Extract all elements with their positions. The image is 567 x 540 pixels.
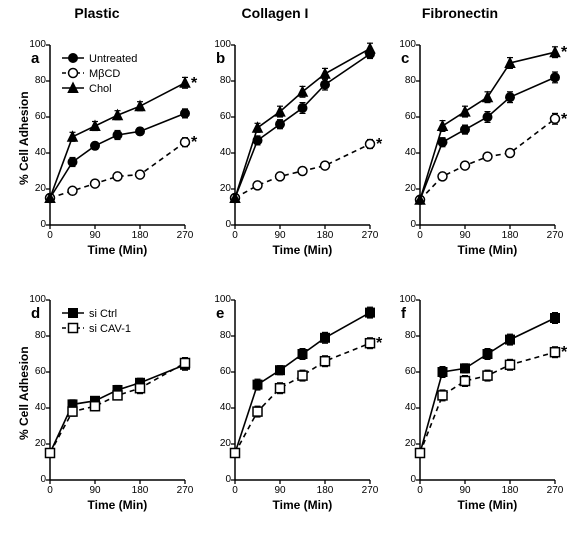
svg-text:si Ctrl: si Ctrl	[89, 308, 117, 320]
svg-text:*: *	[191, 134, 198, 151]
y-tick-label: 40	[213, 147, 231, 158]
panel-letter: e	[216, 305, 224, 322]
panel-letter: d	[31, 305, 40, 322]
y-tick-label: 40	[213, 402, 231, 413]
y-tick-label: 100	[28, 39, 46, 50]
y-tick-label: 80	[213, 75, 231, 86]
y-tick-label: 40	[28, 402, 46, 413]
svg-text:*: *	[376, 335, 383, 352]
panel-letter: b	[216, 50, 225, 67]
x-tick-label: 180	[315, 485, 335, 496]
y-tick-label: 100	[398, 39, 416, 50]
y-tick-label: 20	[213, 438, 231, 449]
chart-panel-e: *	[235, 300, 370, 480]
x-tick-label: 270	[545, 485, 565, 496]
panel-letter: f	[401, 305, 406, 322]
column-header: Fibronectin	[410, 5, 510, 21]
x-tick-label: 270	[175, 230, 195, 241]
y-tick-label: 0	[213, 474, 231, 485]
svg-text:*: *	[561, 44, 567, 61]
x-tick-label: 180	[130, 485, 150, 496]
y-tick-label: 0	[398, 474, 416, 485]
y-tick-label: 40	[398, 147, 416, 158]
y-tick-label: 0	[398, 219, 416, 230]
y-tick-label: 100	[213, 294, 231, 305]
x-axis-label: Time (Min)	[458, 498, 518, 512]
y-tick-label: 80	[398, 75, 416, 86]
svg-text:Chol: Chol	[89, 83, 112, 95]
x-tick-label: 90	[270, 485, 290, 496]
y-tick-label: 20	[28, 183, 46, 194]
y-tick-label: 60	[28, 366, 46, 377]
y-tick-label: 0	[28, 219, 46, 230]
y-tick-label: 0	[28, 474, 46, 485]
x-axis-label: Time (Min)	[458, 243, 518, 257]
panel-letter: c	[401, 50, 409, 67]
x-tick-label: 0	[225, 230, 245, 241]
column-header: Plastic	[47, 5, 147, 21]
x-tick-label: 90	[85, 485, 105, 496]
x-tick-label: 180	[500, 485, 520, 496]
chart-panel-a: **UntreatedMβCDChol	[50, 45, 185, 225]
chart-panel-d: si Ctrl si CAV-1	[50, 300, 185, 480]
x-axis-label: Time (Min)	[88, 243, 148, 257]
y-axis-label: % Cell Adhesion	[17, 91, 31, 185]
x-axis-label: Time (Min)	[273, 498, 333, 512]
x-tick-label: 0	[225, 485, 245, 496]
x-tick-label: 270	[360, 230, 380, 241]
y-tick-label: 40	[398, 402, 416, 413]
x-tick-label: 90	[270, 230, 290, 241]
x-axis-label: Time (Min)	[88, 498, 148, 512]
svg-text:MβCD: MβCD	[89, 68, 120, 80]
y-tick-label: 60	[213, 111, 231, 122]
x-tick-label: 270	[175, 485, 195, 496]
x-tick-label: 270	[545, 230, 565, 241]
y-tick-label: 80	[28, 75, 46, 86]
y-tick-label: 20	[28, 438, 46, 449]
x-tick-label: 180	[315, 230, 335, 241]
svg-text:*: *	[561, 344, 567, 361]
y-tick-label: 40	[28, 147, 46, 158]
x-tick-label: 0	[410, 485, 430, 496]
x-tick-label: 0	[40, 230, 60, 241]
figure: Plastic Collagen I Fibronectin a % Cell Adhe…	[0, 0, 567, 540]
column-header: Collagen I	[225, 5, 325, 21]
y-tick-label: 80	[213, 330, 231, 341]
y-tick-label: 20	[398, 183, 416, 194]
svg-text:Untreated: Untreated	[89, 53, 137, 65]
y-tick-label: 100	[213, 39, 231, 50]
y-tick-label: 0	[213, 219, 231, 230]
svg-text:si CAV-1: si CAV-1	[89, 323, 131, 335]
y-tick-label: 20	[398, 438, 416, 449]
y-tick-label: 60	[398, 366, 416, 377]
x-tick-label: 0	[410, 230, 430, 241]
y-tick-label: 80	[28, 330, 46, 341]
chart-panel-c: **	[420, 45, 555, 225]
svg-text:*: *	[561, 111, 567, 128]
x-tick-label: 90	[85, 230, 105, 241]
y-tick-label: 100	[28, 294, 46, 305]
x-tick-label: 270	[360, 485, 380, 496]
y-tick-label: 60	[28, 111, 46, 122]
y-tick-label: 60	[213, 366, 231, 377]
svg-text:*: *	[376, 136, 383, 153]
x-tick-label: 0	[40, 485, 60, 496]
chart-panel-b: *	[235, 45, 370, 225]
x-tick-label: 180	[500, 230, 520, 241]
x-tick-label: 90	[455, 485, 475, 496]
chart-panel-f: *	[420, 300, 555, 480]
y-axis-label: % Cell Adhesion	[17, 346, 31, 440]
y-tick-label: 60	[398, 111, 416, 122]
x-axis-label: Time (Min)	[273, 243, 333, 257]
y-tick-label: 100	[398, 294, 416, 305]
x-tick-label: 90	[455, 230, 475, 241]
y-tick-label: 80	[398, 330, 416, 341]
x-tick-label: 180	[130, 230, 150, 241]
y-tick-label: 20	[213, 183, 231, 194]
svg-text:*: *	[191, 75, 198, 92]
panel-letter: a	[31, 50, 39, 67]
